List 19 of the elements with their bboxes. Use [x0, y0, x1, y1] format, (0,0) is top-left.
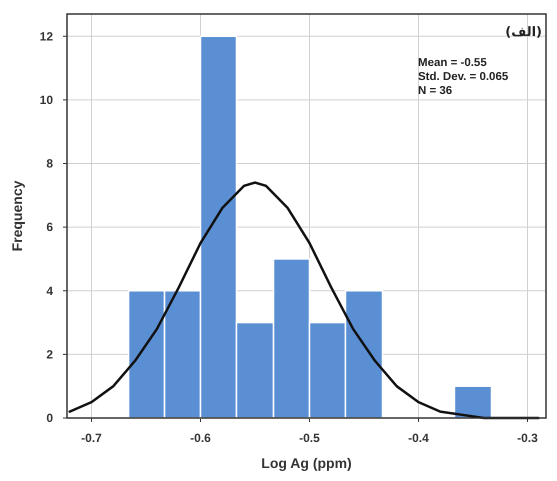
annotation: Std. Dev. = 0.065 — [418, 71, 509, 83]
x-tick-label: -0.5 — [299, 431, 320, 445]
y-tick-label: 4 — [46, 284, 54, 298]
x-tick-label: -0.7 — [81, 431, 102, 445]
y-axis-title: Frequency — [9, 180, 25, 252]
x-tick-label: -0.6 — [190, 431, 212, 445]
y-tick-label: 6 — [46, 220, 54, 234]
y-tick-label: 10 — [40, 92, 54, 107]
y-tick-label: 12 — [40, 29, 54, 44]
y-tick-label: 0 — [46, 411, 54, 425]
line-series — [68, 181, 540, 420]
annotation: N = 36 — [418, 85, 452, 97]
annotation: Mean = -0.55 — [418, 57, 488, 69]
x-tick-label: -0.4 — [408, 431, 430, 445]
x-tick-label: -0.3 — [517, 431, 538, 445]
y-tick-label: 8 — [46, 156, 54, 171]
y-tick-label: 2 — [46, 347, 54, 362]
annotation: (الف) — [505, 25, 542, 40]
x-axis-title: Log Ag (ppm) — [261, 455, 352, 471]
